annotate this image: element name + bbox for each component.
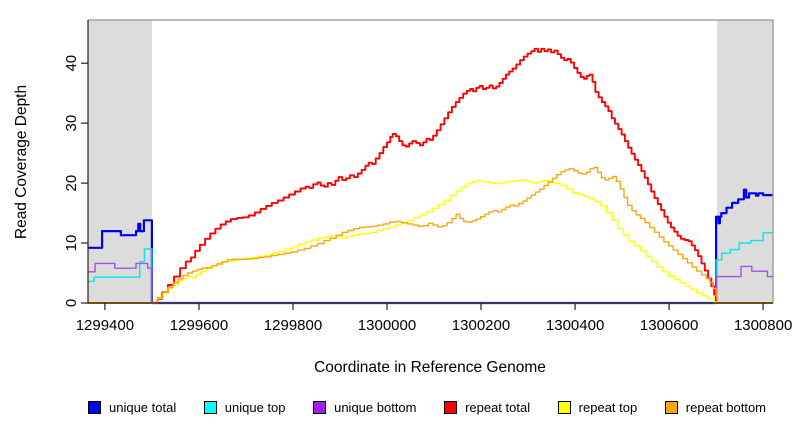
legend-label: repeat bottom [685, 399, 766, 415]
y-tick-label: 30 [63, 115, 80, 132]
legend-swatch [664, 400, 678, 414]
legend-swatch [557, 400, 571, 414]
legend-item-unique-bottom: unique bottom [313, 399, 417, 415]
legend-label: unique top [224, 399, 286, 415]
legend-item-unique-total: unique total [88, 400, 176, 415]
y-tick-label: 10 [63, 235, 80, 252]
legend-label: repeat top [578, 399, 638, 415]
axes: 1299400 1299600 1299800 1300000 1300200 13004… [63, 19, 792, 334]
legend-item-repeat-bottom: repeat bottom [664, 399, 766, 415]
series-lines [88, 47, 773, 305]
series-line-unique-bottom [88, 262, 773, 304]
x-tick-label: 1300000 [358, 317, 416, 334]
shaded-regions [88, 20, 773, 303]
series-line-repeat-bottom [88, 166, 773, 304]
shaded-region [88, 20, 152, 303]
x-tick-label: 1300600 [640, 317, 698, 334]
legend-swatch [313, 400, 327, 414]
x-tick-label: 1300400 [546, 317, 604, 334]
legend-swatch [88, 400, 101, 414]
x-axis-title: Coordinate in Reference Genome [314, 359, 546, 376]
legend-swatch [203, 400, 217, 414]
y-tick-label: 40 [63, 55, 80, 72]
legend-label: unique total [109, 399, 177, 415]
y-axis-title: Read Coverage Depth [13, 85, 30, 239]
legend-item-unique-top: unique top [203, 399, 286, 415]
series-line-unique-top [88, 232, 773, 304]
plot-box [88, 19, 774, 303]
series-line-unique-total [88, 188, 773, 305]
x-tick-label: 1299400 [76, 317, 134, 334]
shaded-region [717, 20, 773, 303]
legend-label: unique bottom [334, 399, 417, 415]
legend-swatch [444, 400, 458, 414]
legend-label: repeat total [465, 399, 531, 415]
x-tick-label: 1300800 [734, 317, 792, 334]
y-tick-label: 0 [63, 299, 80, 307]
series-line-repeat-total [88, 47, 773, 304]
y-tick-label: 20 [63, 175, 80, 192]
plot-svg: 1299400 1299600 1299800 1300000 1300200 13004… [13, 19, 792, 376]
series-line-repeat-top [88, 179, 773, 304]
x-tick-label: 1299800 [264, 317, 322, 334]
legend-item-repeat-total: repeat total [444, 400, 530, 415]
legend-item-repeat-top: repeat top [557, 399, 638, 415]
x-tick-label: 1299600 [170, 317, 228, 334]
legend: unique total unique top unique bottom repea… [88, 398, 766, 416]
x-tick-label: 1300200 [452, 317, 510, 334]
